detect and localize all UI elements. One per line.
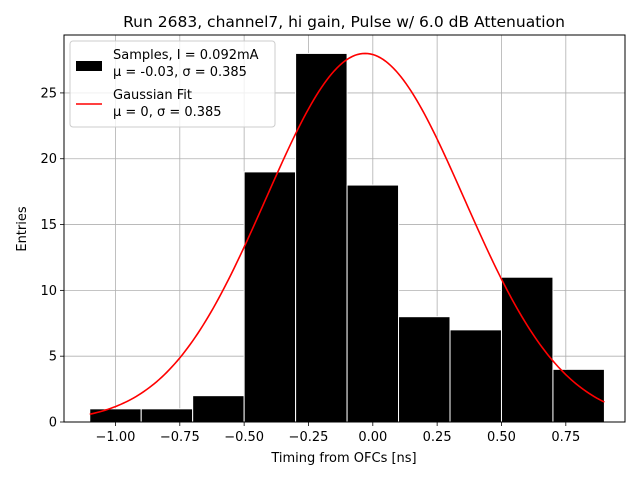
x-tick-label-1: −0.75	[160, 430, 200, 445]
x-tick-label-3: −0.25	[289, 430, 329, 445]
y-tick-label-2: 10	[40, 284, 57, 299]
x-tick-label-2: −0.50	[224, 430, 264, 445]
y-tick-label-4: 20	[40, 152, 57, 167]
legend-samples-line1: Samples, I = 0.092mA	[113, 48, 259, 63]
gaussian-fit-curve	[89, 52, 605, 416]
plot-frame	[63, 34, 626, 423]
x-tick-label-0: −1.00	[96, 430, 136, 445]
histogram-bar-1	[140, 408, 194, 423]
bars-layer	[89, 52, 605, 423]
histogram-bar-8	[500, 276, 554, 423]
histogram-bar-6	[398, 316, 451, 423]
histogram-bar-4	[295, 52, 348, 423]
y-tick-label-1: 5	[49, 350, 57, 365]
legend-fit-line2: μ = 0, σ = 0.385	[113, 105, 222, 120]
legend-fit-line1: Gaussian Fit	[113, 88, 192, 103]
histogram-bar-2	[192, 395, 245, 423]
x-tick-label-6: 0.50	[487, 430, 516, 445]
histogram-bar-7	[449, 329, 502, 423]
legend-samples-swatch	[76, 61, 102, 71]
histogram-bar-3	[243, 171, 297, 423]
histogram-bar-9	[552, 368, 605, 423]
histogram-bar-0	[89, 408, 142, 423]
legend-box	[69, 40, 276, 128]
x-tick-label-7: 0.75	[551, 430, 580, 445]
legend: Samples, I = 0.092mA μ = -0.03, σ = 0.38…	[69, 40, 276, 128]
x-tick-label-5: 0.25	[423, 430, 452, 445]
ticks-layer: −1.00 −0.75 −0.50 −0.25 0.00 0.25 0.50 0.75 0 5 10…	[40, 86, 580, 445]
histogram-bar-5	[346, 184, 400, 423]
chart-title: Run 2683, channel7, hi gain, Pulse w/ 6.…	[123, 13, 565, 31]
x-axis-label: Timing from OFCs [ns]	[270, 451, 416, 466]
y-tick-label-3: 15	[40, 218, 57, 233]
y-axis-label: Entries	[15, 206, 30, 252]
fit-layer	[89, 52, 605, 416]
x-tick-label-4: 0.00	[358, 430, 387, 445]
legend-samples-line2: μ = -0.03, σ = 0.385	[113, 65, 247, 80]
y-tick-label-5: 25	[40, 86, 57, 101]
y-tick-label-0: 0	[49, 416, 57, 431]
